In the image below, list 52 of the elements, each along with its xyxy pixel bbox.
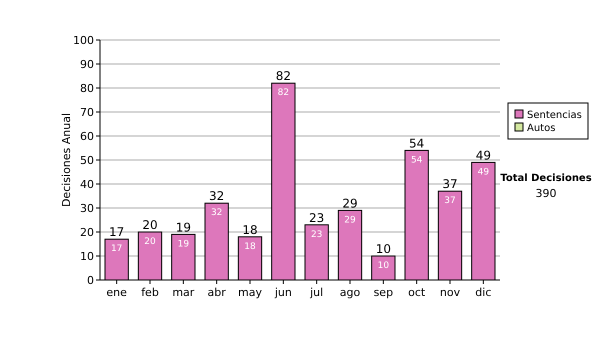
data-label: 29 xyxy=(344,215,356,226)
y-tick-label: 20 xyxy=(80,226,94,239)
data-label: 10 xyxy=(378,261,390,271)
y-tick-label: 40 xyxy=(80,178,94,191)
x-tick-label: sep xyxy=(374,286,394,299)
data-label: 49 xyxy=(478,167,490,178)
y-tick-label: 0 xyxy=(87,274,94,287)
total-label: 82 xyxy=(276,69,291,84)
x-tick-label: ene xyxy=(106,286,128,299)
text: Total Decisiones xyxy=(500,173,592,184)
y-axis-title: Decisiones Anual xyxy=(60,112,73,208)
y-tick-label: 10 xyxy=(80,250,94,263)
x-tick-label: mar xyxy=(172,286,195,299)
total-label: 49 xyxy=(476,148,491,162)
x-tick-label: jul xyxy=(309,286,324,299)
x-tick-label: may xyxy=(238,286,262,299)
total-label: 10 xyxy=(376,242,391,256)
total-label: 20 xyxy=(142,218,158,232)
x-tick-label: nov xyxy=(440,286,461,299)
total-label: 29 xyxy=(342,196,358,210)
x-tick-label: dic xyxy=(475,286,492,299)
x-tick-label: ago xyxy=(340,286,360,299)
total-label: 32 xyxy=(209,189,224,204)
data-label: 23 xyxy=(310,230,322,240)
y-tick-label: 70 xyxy=(80,106,94,119)
total-label: 17 xyxy=(109,225,124,240)
x-tick-label: feb xyxy=(141,286,159,299)
y-tick-label: 80 xyxy=(80,82,94,95)
total-label: 23 xyxy=(309,210,324,225)
data-label: 17 xyxy=(110,244,122,254)
y-tick-label: 100 xyxy=(73,34,94,47)
legend-label: Sentencias xyxy=(527,110,582,121)
total-label: 54 xyxy=(409,136,424,150)
total-label: 18 xyxy=(242,222,258,237)
x-tick-label: oct xyxy=(408,286,426,299)
text: 390 xyxy=(536,187,556,200)
y-tick-label: 60 xyxy=(80,130,94,143)
total-label: 37 xyxy=(442,177,458,192)
y-tick-label: 90 xyxy=(80,58,94,71)
data-label: 19 xyxy=(178,239,190,250)
total-label: 19 xyxy=(176,220,191,234)
data-label: 20 xyxy=(144,237,156,247)
data-label: 54 xyxy=(410,155,423,166)
data-label: 82 xyxy=(278,88,290,98)
y-tick-label: 50 xyxy=(80,154,94,167)
x-tick-label: abr xyxy=(208,286,226,299)
legend-label: Autos xyxy=(527,123,556,134)
data-label: 37 xyxy=(444,196,456,206)
x-tick-label: jun xyxy=(274,286,292,299)
data-label: 18 xyxy=(244,242,256,252)
data-label: 32 xyxy=(210,208,222,218)
y-tick-label: 30 xyxy=(80,202,94,215)
